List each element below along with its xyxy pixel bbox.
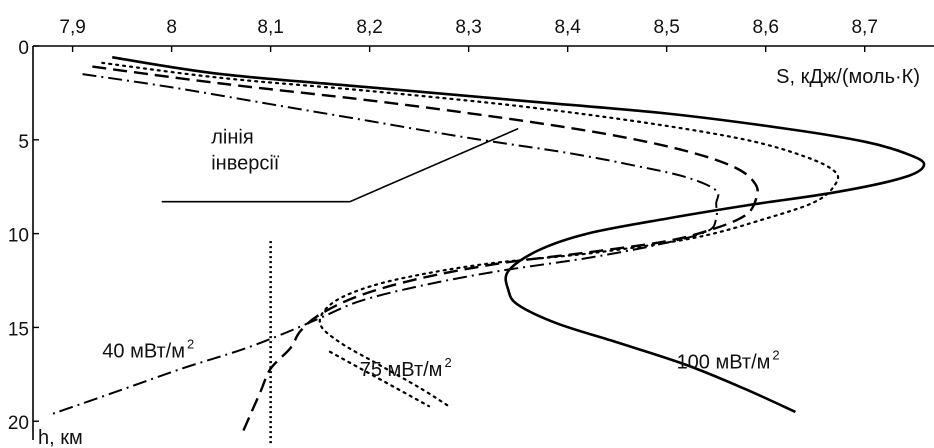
inversion-line-label: інверсії: [211, 153, 280, 175]
y-tick-label: 0: [18, 38, 29, 59]
curve-40: [52, 73, 720, 415]
curve-dotted: [101, 61, 840, 408]
flux-label-superscript: 2: [772, 348, 779, 363]
x-tick-label: 8,3: [455, 17, 481, 38]
leader-line-dotted: [328, 350, 431, 408]
flux-label-superscript: 2: [444, 355, 451, 370]
curves: [52, 56, 926, 446]
x-tick-label: 8,1: [257, 17, 283, 38]
annotations: лінія інверсії 40 мВт/м 2 75 мВт/м 2 100 мВт/м…: [102, 127, 779, 382]
x-tick-label: 7,9: [59, 17, 85, 38]
labels: S, кДж/(моль·К) h, км: [38, 66, 920, 448]
ticks: 7,9 8 8,1 8,2 8,3 8,4 8,5 8,6 8,7 0 5 10 15 20: [8, 17, 878, 434]
curve-100: [112, 56, 926, 414]
x-tick-label: 8,5: [653, 17, 679, 38]
axes: [32, 45, 934, 440]
y-tick-label: 5: [18, 132, 29, 153]
leader-line-solid: [161, 127, 519, 203]
y-tick-label: 20: [8, 413, 29, 434]
x-tick-label: 8,2: [356, 17, 382, 38]
y-axis-label: h, км: [38, 427, 83, 448]
flux-label: 100 мВт/м 2: [677, 348, 780, 374]
curve-75: [92, 65, 759, 437]
inversion-line-label: лінія: [211, 127, 253, 149]
x-tick-label: 8,7: [851, 17, 877, 38]
flux-label: 40 мВт/м 2: [102, 336, 194, 362]
y-tick-label: 10: [8, 226, 29, 247]
flux-label: 75 мВт/м 2: [360, 355, 452, 381]
x-tick-label: 8: [166, 17, 177, 38]
y-tick-label: 15: [8, 319, 29, 340]
flux-label-superscript: 2: [187, 336, 194, 351]
x-tick-label: 8,4: [554, 17, 581, 38]
x-axis-label: S, кДж/(моль·К): [776, 66, 920, 88]
x-tick-label: 8,6: [752, 17, 778, 38]
